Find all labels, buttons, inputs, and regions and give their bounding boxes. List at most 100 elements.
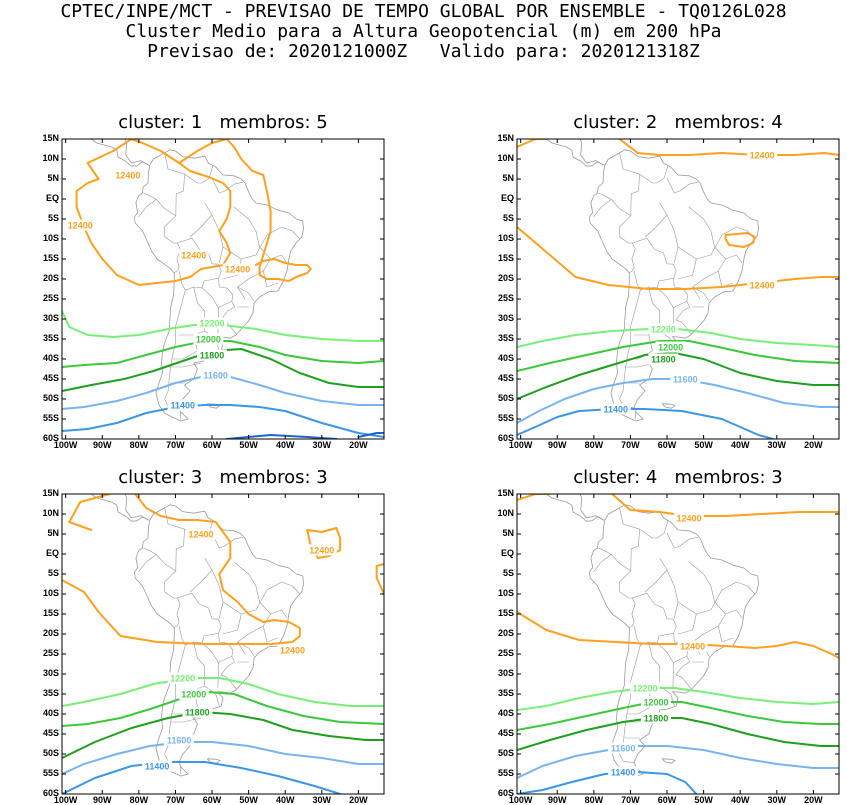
contour-label-12200: 12200 xyxy=(200,319,225,329)
lat-label: 10S xyxy=(29,588,59,598)
country-border xyxy=(632,238,676,290)
lat-label: 45S xyxy=(484,728,514,738)
lon-label: 50W xyxy=(684,440,724,450)
lon-label: 40W xyxy=(720,440,760,450)
contour-label-11600: 11600 xyxy=(673,375,698,385)
lat-label: 5N xyxy=(29,173,59,183)
lat-label: 35S xyxy=(484,333,514,343)
lat-label: EQ xyxy=(29,548,59,558)
lat-label: 5S xyxy=(484,213,514,223)
country-border xyxy=(234,207,271,299)
contour-label-12400: 12400 xyxy=(750,151,775,161)
lat-label: 45S xyxy=(29,728,59,738)
coastline-central-america xyxy=(62,485,148,521)
country-border xyxy=(620,571,636,628)
lat-label: 15N xyxy=(29,133,59,143)
country-border xyxy=(689,537,698,539)
country-border xyxy=(640,521,668,538)
country-border xyxy=(620,290,641,408)
lat-label: 15N xyxy=(484,488,514,498)
country-border xyxy=(598,153,639,216)
country-border xyxy=(218,663,219,688)
contour-11600 xyxy=(517,746,839,778)
contour-label-12000: 12000 xyxy=(644,698,669,708)
country-border xyxy=(202,278,233,308)
contour-label-12000: 12000 xyxy=(181,690,206,700)
contour-11600 xyxy=(62,742,384,774)
lon-label: 70W xyxy=(610,440,650,450)
contour-label-11600: 11600 xyxy=(203,371,228,381)
contour-11400 xyxy=(517,772,696,794)
lat-label: 15S xyxy=(29,608,59,618)
country-border xyxy=(676,656,691,688)
lat-label: 55S xyxy=(484,768,514,778)
lat-label: 5S xyxy=(29,568,59,578)
lat-label: 20S xyxy=(29,628,59,638)
lon-label: 80W xyxy=(119,795,159,805)
country-border xyxy=(657,278,688,308)
contour-label-11400: 11400 xyxy=(170,401,195,411)
country-border xyxy=(689,182,698,184)
lat-label: 15S xyxy=(29,253,59,263)
country-border xyxy=(234,537,243,539)
lat-label: 5S xyxy=(484,568,514,578)
lat-label: 10N xyxy=(29,508,59,518)
lon-label: 80W xyxy=(574,440,614,450)
lon-label: 50W xyxy=(229,795,269,805)
lon-label: 30W xyxy=(757,795,797,805)
coastline-falklands xyxy=(662,759,675,763)
lat-label: 15S xyxy=(484,608,514,618)
lon-label: 70W xyxy=(155,440,195,450)
lon-label: 40W xyxy=(720,795,760,805)
lon-label: 20W xyxy=(338,795,378,805)
contour-label-12400: 12400 xyxy=(115,171,140,181)
lon-label: 90W xyxy=(82,795,122,805)
lat-label: 30S xyxy=(484,668,514,678)
lat-label: 10S xyxy=(484,588,514,598)
lat-label: 5N xyxy=(29,528,59,538)
lat-label: 35S xyxy=(484,688,514,698)
lon-label: 60W xyxy=(647,795,687,805)
lon-label: 90W xyxy=(537,795,577,805)
lon-label: 20W xyxy=(338,440,378,450)
contour-label-11800: 11800 xyxy=(644,714,669,724)
lon-label: 50W xyxy=(684,795,724,805)
contour-label-12400: 12400 xyxy=(225,265,250,275)
contour-label-12000: 12000 xyxy=(196,335,221,345)
lat-label: 45S xyxy=(484,373,514,383)
country-border xyxy=(726,610,742,618)
lon-label: 30W xyxy=(757,440,797,450)
contour-label-11800: 11800 xyxy=(200,351,225,361)
country-border xyxy=(674,602,678,618)
lon-label: 70W xyxy=(610,795,650,805)
contour-11400 xyxy=(62,762,340,794)
lon-label: 20W xyxy=(793,795,833,805)
lat-label: 5S xyxy=(29,213,59,223)
country-border xyxy=(223,614,241,634)
contour-label-11400: 11400 xyxy=(611,768,636,778)
panel-3-title: cluster: 3 membros: 3 xyxy=(62,467,384,488)
country-border xyxy=(221,656,236,688)
country-border xyxy=(165,216,181,273)
lat-label: 15S xyxy=(484,253,514,263)
lat-label: 20S xyxy=(484,273,514,283)
lat-label: 25S xyxy=(484,648,514,658)
lat-label: 25S xyxy=(29,648,59,658)
country-border xyxy=(645,203,667,237)
contour-12400 xyxy=(517,139,546,147)
lat-label: 50S xyxy=(29,748,59,758)
lon-label: 80W xyxy=(574,795,614,805)
contour-12400 xyxy=(377,564,384,594)
country-border xyxy=(594,199,612,216)
lon-label: 100W xyxy=(46,795,86,805)
lon-label: 20W xyxy=(793,440,833,450)
lat-label: 30S xyxy=(29,668,59,678)
contour-label-11600: 11600 xyxy=(167,736,192,746)
contour-label-12400: 12400 xyxy=(181,251,206,261)
contour-label-11400: 11400 xyxy=(604,405,629,415)
country-border xyxy=(594,554,612,571)
contour-label-12400: 12400 xyxy=(676,514,701,524)
country-border xyxy=(645,558,667,592)
